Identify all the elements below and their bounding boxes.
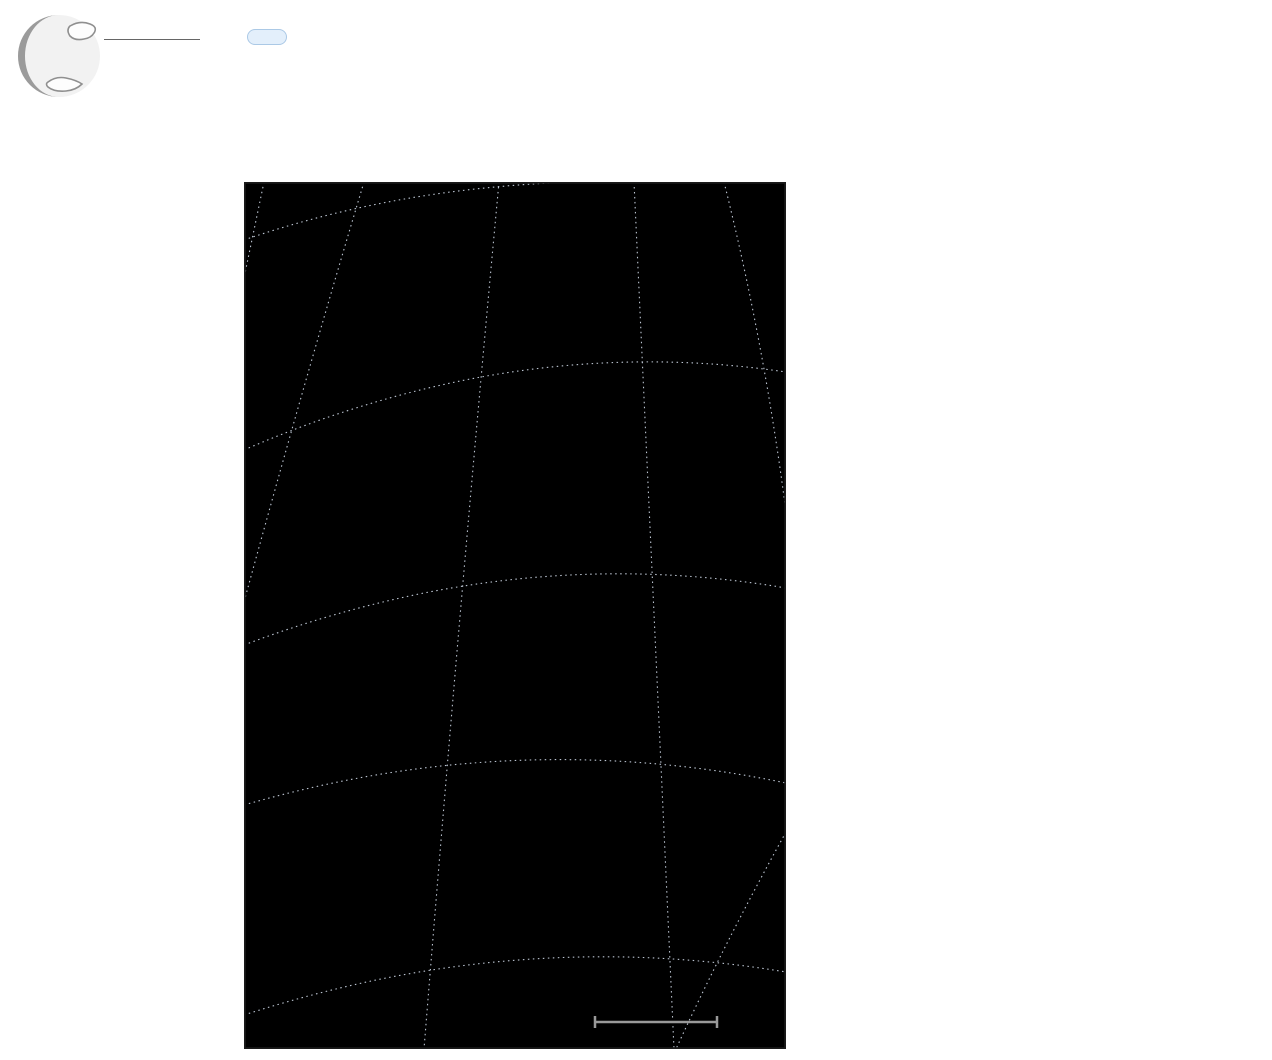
cryo-tempo-logo-icon [17, 14, 100, 98]
map-scalebar [593, 1016, 719, 1028]
plot-range-chart [900, 365, 1045, 765]
greenland-map [244, 182, 786, 1049]
brand-title [104, 36, 200, 40]
map-border [244, 182, 786, 1049]
full-range-chart [1097, 365, 1242, 765]
ocean-background [244, 182, 786, 1049]
colorbar-axis-label [96, 652, 116, 772]
full-range-ylabel [1081, 525, 1099, 585]
scatter-ylabel [934, 841, 954, 961]
graticule-lines [244, 182, 786, 1049]
latitude-scatter-chart [930, 785, 1210, 1030]
variable-badge [247, 29, 287, 45]
